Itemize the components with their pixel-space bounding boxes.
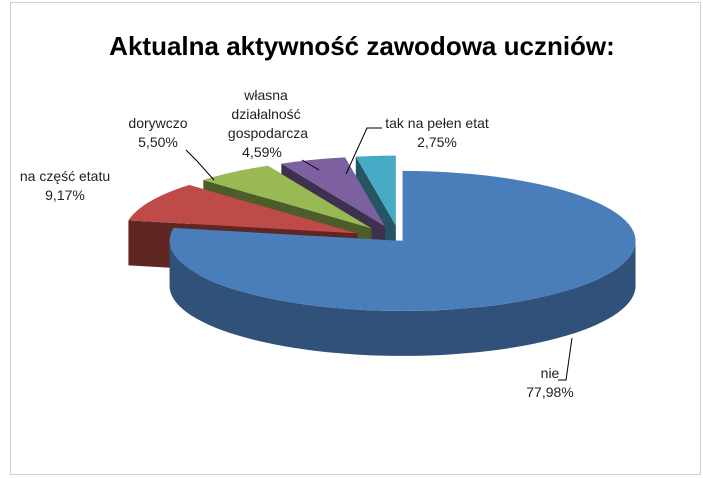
value-label: 5,50%: [138, 134, 178, 150]
slice-top: [281, 157, 386, 227]
slice-side: [169, 240, 636, 356]
leader-line: [185, 149, 215, 181]
category-label: nie: [541, 365, 560, 381]
value-label: 9,17%: [45, 187, 85, 203]
slice: [169, 170, 636, 356]
chart-title: Aktualna aktywność zawodowa uczniów:: [109, 31, 615, 61]
slice-top: [169, 170, 636, 311]
category-label: tak na pełen etat: [385, 115, 489, 131]
value-label: 77,98%: [526, 384, 573, 400]
value-label: 2,75%: [417, 134, 457, 150]
label-line: własna: [243, 87, 291, 103]
value-label: 4,59%: [242, 144, 282, 160]
category-label: na część etatu: [20, 168, 110, 184]
slice-top: [355, 155, 396, 226]
label-line: gospodarcza: [228, 125, 308, 141]
category-label: własna działalność gospodarcza: [228, 87, 308, 141]
slice-top: [128, 184, 358, 234]
leader-line: [345, 127, 382, 175]
slice-top: [203, 165, 372, 229]
category-label: dorywczo: [128, 115, 187, 131]
label-line: działalność: [231, 106, 304, 122]
leader-line: [558, 337, 573, 381]
leader-line: [301, 159, 320, 171]
